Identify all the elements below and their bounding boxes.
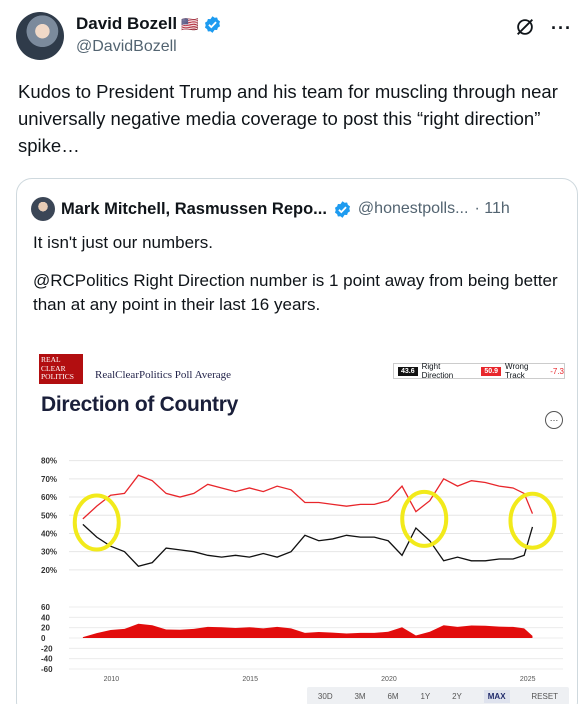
range-button-2y[interactable]: 2Y [452, 691, 462, 701]
quoted-tweet[interactable]: Mark Mitchell, Rasmussen Repo... @honest… [16, 178, 578, 704]
annotation-circle [400, 489, 449, 548]
chart-image[interactable]: REAL CLEAR POLITICS RealClearPolitics Po… [39, 349, 569, 704]
spread-area [82, 623, 533, 638]
range-button-3m[interactable]: 3M [354, 691, 366, 701]
quoted-avatar[interactable] [31, 197, 55, 221]
author-handle[interactable]: @DavidBozell [76, 38, 177, 55]
range-button-max[interactable]: MAX [483, 689, 510, 703]
quoted-text-line-1: It isn't just our numbers. [33, 233, 213, 252]
tweet-text: Kudos to President Trump and his team fo… [18, 81, 558, 156]
avatar[interactable] [16, 12, 64, 60]
range-button-reset[interactable]: RESET [531, 691, 559, 701]
annotation-circle [508, 491, 557, 550]
right-direction-line [82, 523, 534, 567]
legend-wrong-label: Wrong Track [505, 362, 529, 380]
author-name-row: David Bozell 🇺🇸 [76, 14, 222, 34]
wrong-track-line [82, 474, 534, 520]
y-tick-label-lower: -20 [41, 644, 53, 653]
chart-options-icon[interactable]: … [545, 411, 563, 429]
y-tick-label-lower: 60 [41, 603, 50, 612]
quoted-timestamp[interactable]: · 11h [474, 200, 510, 217]
quoted-author-name[interactable]: Mark Mitchell, Rasmussen Repo... [61, 199, 327, 218]
y-tick-label-lower: -40 [41, 655, 53, 664]
quoted-text: It isn't just our numbers. @RCPolitics R… [33, 231, 563, 317]
x-tick-label: 2010 [104, 676, 120, 683]
quoted-author-handle[interactable]: @honestpolls... [357, 200, 469, 217]
x-tick-label: 2025 [520, 676, 536, 683]
legend-right-value: 43.6 [398, 366, 418, 376]
y-tick-label-upper: 30% [41, 548, 57, 557]
y-tick-label-upper: 70% [41, 475, 57, 484]
y-tick-label-lower: 20 [41, 624, 50, 633]
y-tick-label-lower: -60 [41, 665, 53, 674]
tweet-header: David Bozell 🇺🇸 @DavidBozell ··· [16, 10, 576, 64]
y-tick-label-upper: 80% [41, 457, 57, 466]
rcp-logo: REAL CLEAR POLITICS [39, 354, 83, 384]
range-button-6m[interactable]: 6M [387, 691, 399, 701]
chart-source: RealClearPolitics Poll Average [95, 369, 232, 381]
quoted-header: Mark Mitchell, Rasmussen Repo... @honest… [31, 197, 510, 221]
x-tick-label: 2020 [381, 676, 397, 683]
verified-badge-icon [334, 200, 350, 218]
y-tick-label-lower: 40 [41, 613, 50, 622]
range-button-1y[interactable]: 1Y [420, 691, 431, 701]
chart-legend: 43.6 Right Direction 50.9 Wrong Track -7… [393, 362, 565, 380]
legend-right-label: Right Direction [421, 362, 454, 380]
x-tick-label: 2015 [242, 676, 258, 683]
quoted-text-line-2: @RCPolitics Right Direction number is 1 … [33, 271, 558, 314]
more-options-icon[interactable]: ··· [551, 18, 572, 38]
y-tick-label-lower: 0 [41, 634, 46, 643]
flag-icon: 🇺🇸 [181, 15, 199, 32]
chart-title: Direction of Country [41, 393, 238, 416]
author-name[interactable]: David Bozell [76, 14, 178, 33]
range-button-30d[interactable]: 30D [317, 691, 333, 701]
grok-icon[interactable] [514, 16, 536, 38]
y-tick-label-upper: 60% [41, 493, 57, 502]
verified-badge-icon [204, 15, 220, 33]
legend-wrong-value: 50.9 [481, 366, 502, 376]
y-tick-label-upper: 40% [41, 529, 57, 538]
legend-spread: -7.3 [550, 366, 564, 376]
range-selector: 30D 3M 6M 1Y 2Y MAX RESET [307, 687, 569, 704]
y-tick-label-upper: 20% [41, 566, 57, 575]
y-tick-label-upper: 50% [41, 511, 57, 520]
annotation-circle [72, 493, 121, 552]
